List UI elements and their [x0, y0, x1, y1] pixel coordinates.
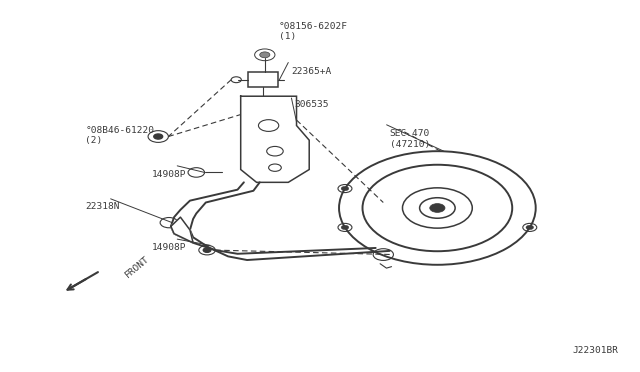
- Polygon shape: [171, 217, 193, 243]
- Text: SEC.470
(47210): SEC.470 (47210): [390, 129, 430, 148]
- Circle shape: [154, 134, 163, 139]
- Text: 22318N: 22318N: [85, 202, 120, 212]
- Text: 14908P: 14908P: [152, 243, 186, 252]
- Circle shape: [429, 203, 445, 212]
- Circle shape: [341, 225, 349, 230]
- Text: °08B46-61220
(2): °08B46-61220 (2): [85, 125, 154, 145]
- Circle shape: [204, 248, 211, 252]
- Text: FRONT: FRONT: [124, 254, 151, 279]
- Text: J22301BR: J22301BR: [572, 346, 618, 355]
- Text: 22365+A: 22365+A: [291, 67, 332, 76]
- Circle shape: [341, 186, 349, 191]
- Text: 14908P: 14908P: [152, 170, 186, 179]
- Bar: [248, 73, 278, 87]
- Text: °08156-6202F
(1): °08156-6202F (1): [279, 22, 348, 41]
- Circle shape: [260, 52, 270, 58]
- Text: 306535: 306535: [294, 100, 329, 109]
- Circle shape: [526, 225, 534, 230]
